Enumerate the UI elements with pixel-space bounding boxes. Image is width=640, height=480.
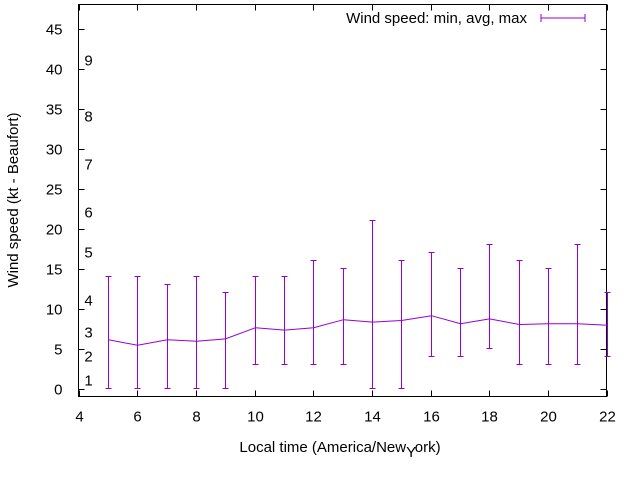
x-axis-label-part3: ork) bbox=[415, 439, 441, 456]
beaufort-scale: 1 2 3 4 5 6 7 8 9 bbox=[84, 53, 92, 390]
y-tick-label: 15 bbox=[46, 262, 63, 279]
legend: Wind speed: min, avg, max bbox=[346, 10, 586, 27]
y-tick-label: 0 bbox=[54, 382, 62, 399]
y-tick-label: 5 bbox=[54, 342, 62, 359]
x-tick-label: 18 bbox=[481, 409, 498, 426]
plot-frame bbox=[78, 4, 607, 397]
y-tick-label: 35 bbox=[46, 102, 63, 119]
beaufort-label: 1 bbox=[84, 373, 92, 390]
x-axis-label: Local time (America/NewYork) bbox=[239, 439, 440, 461]
wind-speed-series bbox=[105, 220, 611, 389]
y-tick-label: 10 bbox=[46, 302, 63, 319]
x-tick-label: 22 bbox=[599, 409, 616, 426]
beaufort-label: 8 bbox=[84, 109, 92, 126]
x-tick-label: 10 bbox=[247, 409, 264, 426]
x-tick-label: 16 bbox=[423, 409, 440, 426]
average-line bbox=[108, 315, 608, 346]
x-tick-label: 14 bbox=[364, 409, 381, 426]
beaufort-label: 7 bbox=[84, 157, 92, 174]
x-tick-label: 4 bbox=[75, 409, 83, 426]
y-axis-label: Wind speed (kt - Beaufort) bbox=[5, 112, 22, 287]
x-axis-label-part1: Local time (America/New bbox=[239, 439, 406, 456]
y-tick-label: 30 bbox=[46, 142, 63, 159]
x-axis-label-part2: Y bbox=[406, 444, 416, 461]
y-tick-label: 25 bbox=[46, 182, 63, 199]
beaufort-label: 2 bbox=[84, 349, 92, 366]
y-tick-label: 45 bbox=[46, 22, 63, 39]
x-tick-label: 12 bbox=[305, 409, 322, 426]
x-tick-label: 6 bbox=[133, 409, 141, 426]
y-tick-label: 40 bbox=[46, 62, 63, 79]
beaufort-label: 6 bbox=[84, 205, 92, 222]
beaufort-label: 5 bbox=[84, 245, 92, 262]
beaufort-label: 3 bbox=[84, 325, 92, 342]
x-axis: 4 6 8 10 12 14 16 18 20 22 bbox=[75, 4, 616, 426]
x-tick-label: 8 bbox=[192, 409, 200, 426]
legend-label: Wind speed: min, avg, max bbox=[346, 10, 527, 27]
y-tick-label: 20 bbox=[46, 222, 63, 239]
x-tick-label: 20 bbox=[540, 409, 557, 426]
beaufort-label: 4 bbox=[84, 293, 92, 310]
beaufort-label: 9 bbox=[84, 53, 92, 70]
